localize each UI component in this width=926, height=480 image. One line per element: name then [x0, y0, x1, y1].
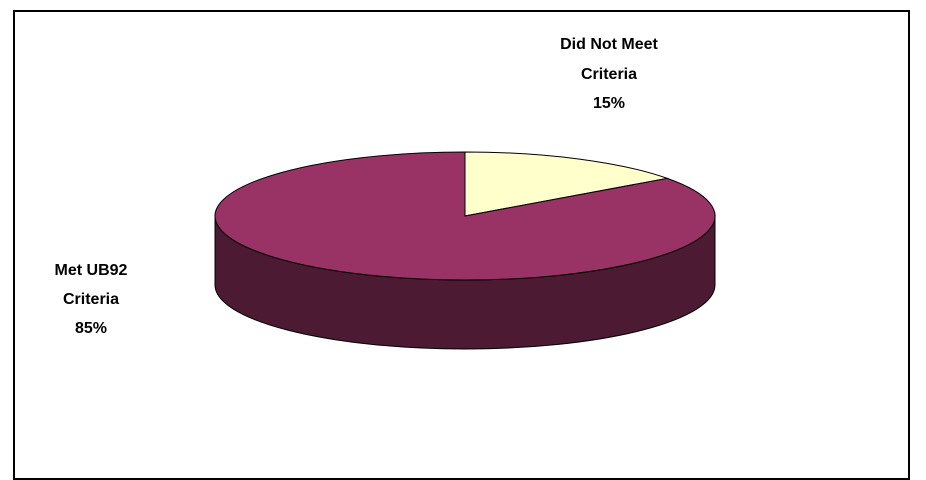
- label-not-met-line-1: Did Not Meet: [560, 36, 658, 53]
- label-met-line-2: Criteria: [63, 291, 119, 308]
- label-not-met-percent: 15%: [593, 95, 625, 112]
- label-met-percent: 85%: [75, 320, 107, 337]
- pie-slice-1: [464, 151, 670, 217]
- pie-tops: [214, 151, 716, 281]
- label-not-met-line-2: Criteria: [581, 66, 637, 83]
- pie-chart: Met UB92 Criteria 85% Did Not Meet Crite…: [55, 36, 716, 350]
- pie-slice-0: [214, 151, 716, 281]
- label-met-line-1: Met UB92: [55, 262, 128, 279]
